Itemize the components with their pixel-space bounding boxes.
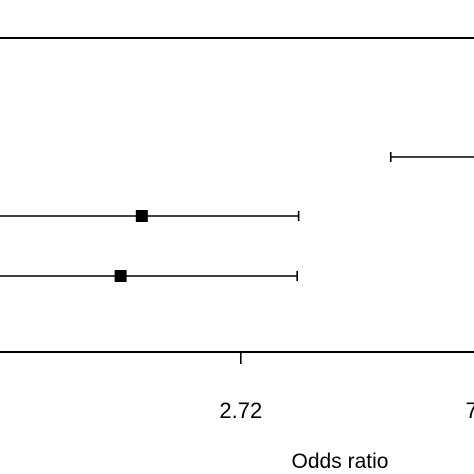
x-tick-label-2: 2.72 [219,398,262,423]
x-axis-title: Odds ratio [292,450,389,473]
plot-frame [0,37,474,353]
point-estimate-2 [135,210,148,222]
x-tick-label-3: 7.39 [466,398,474,423]
point-estimate-3 [114,270,127,282]
